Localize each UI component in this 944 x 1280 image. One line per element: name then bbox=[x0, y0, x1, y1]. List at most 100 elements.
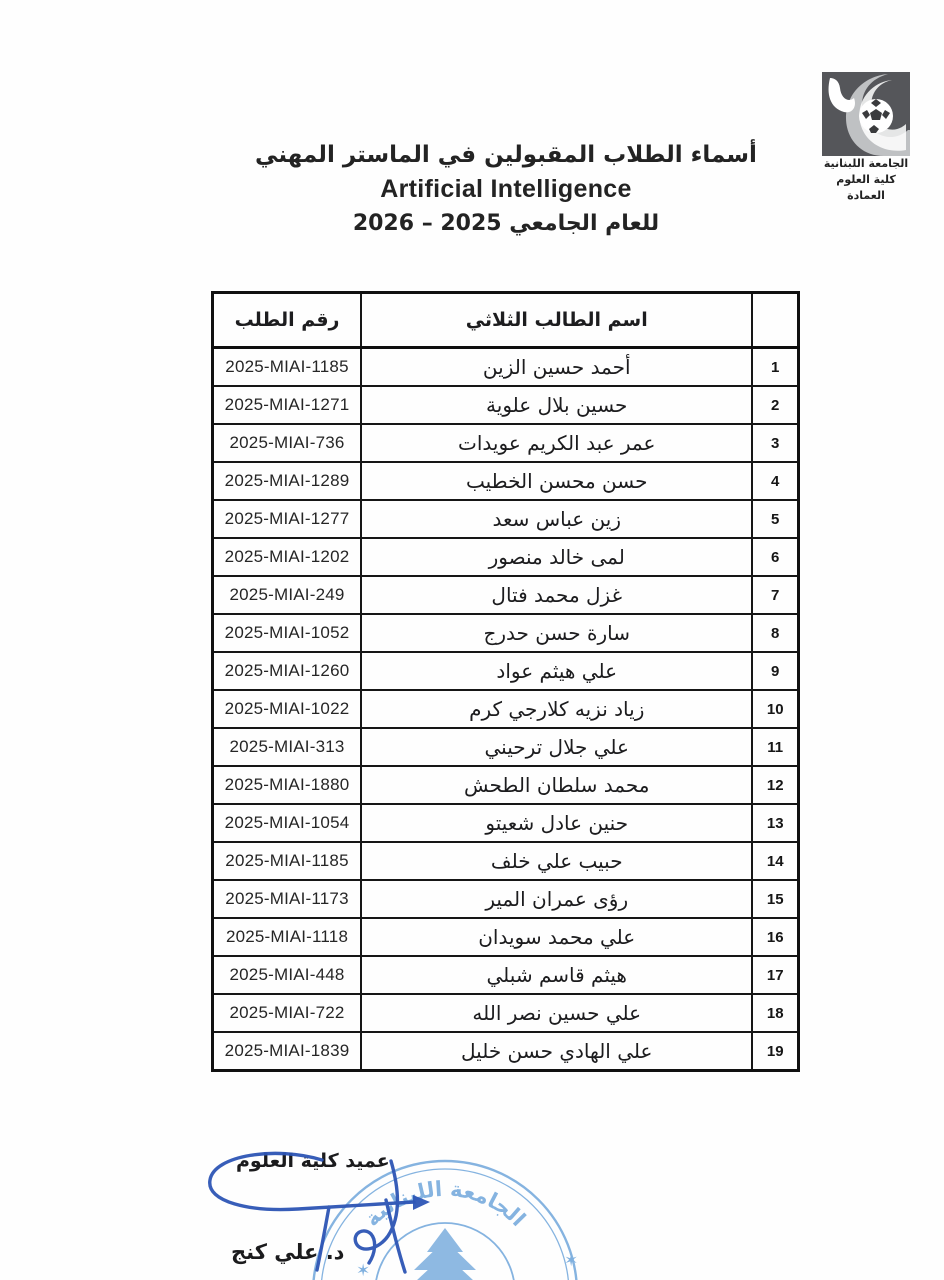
row-index: 9 bbox=[751, 651, 800, 691]
student-name: أحمد حسين الزين bbox=[360, 346, 754, 387]
table-row: 18 علي حسين نصر الله 2025-MIAI-722 bbox=[211, 993, 800, 1033]
student-name: حبيب علي خلف bbox=[360, 841, 754, 881]
table-row: 4 حسن محسن الخطيب 2025-MIAI-1289 bbox=[211, 461, 800, 501]
application-number: 2025-MIAI-1289 bbox=[211, 461, 363, 501]
row-index: 17 bbox=[751, 955, 800, 995]
svg-text:الجامعة اللبنانية: الجامعة اللبنانية bbox=[360, 1177, 530, 1231]
row-index: 2 bbox=[751, 385, 800, 425]
table-row: 10 زياد نزيه كلارجي كرم 2025-MIAI-1022 bbox=[211, 689, 800, 729]
cedar-tree-icon bbox=[414, 1228, 476, 1280]
row-index: 3 bbox=[751, 423, 800, 463]
table-row: 3 عمر عبد الكريم عويدات 2025-MIAI-736 bbox=[211, 423, 800, 463]
stamp-star-left-icon: ✶ bbox=[356, 1261, 370, 1280]
application-number: 2025-MIAI-1277 bbox=[211, 499, 363, 539]
row-index: 8 bbox=[751, 613, 800, 653]
logo-caption-university: الجامعة اللبنانية bbox=[823, 157, 909, 170]
university-logo-icon bbox=[822, 72, 910, 156]
table-row: 2 حسين بلال علوية 2025-MIAI-1271 bbox=[211, 385, 800, 425]
stamp-top-text: الجامعة اللبنانية bbox=[360, 1177, 528, 1231]
row-index: 5 bbox=[751, 499, 800, 539]
dean-name-text: د. علي كنج bbox=[231, 1240, 345, 1264]
student-name: علي الهادي حسن خليل bbox=[360, 1031, 754, 1072]
accepted-students-table: اسم الطالب الثلاثي رقم الطلب 1 أحمد حسين … bbox=[211, 291, 800, 1072]
application-number: 2025-MIAI-736 bbox=[211, 423, 363, 463]
student-name: حسين بلال علوية bbox=[360, 385, 754, 425]
row-index: 16 bbox=[751, 917, 800, 957]
header-application-number: رقم الطلب bbox=[211, 291, 363, 349]
student-name: زين عباس سعد bbox=[360, 499, 754, 539]
table-row: 14 حبيب علي خلف 2025-MIAI-1185 bbox=[211, 841, 800, 881]
student-name: سارة حسن حدرج bbox=[360, 613, 754, 653]
application-number: 2025-MIAI-1260 bbox=[211, 651, 363, 691]
table-row: 12 محمد سلطان الطحش 2025-MIAI-1880 bbox=[211, 765, 800, 805]
application-number: 2025-MIAI-1054 bbox=[211, 803, 363, 843]
row-index: 14 bbox=[751, 841, 800, 881]
application-number: 2025-MIAI-1839 bbox=[211, 1031, 363, 1072]
application-number: 2025-MIAI-448 bbox=[211, 955, 363, 995]
row-index: 10 bbox=[751, 689, 800, 729]
application-number: 2025-MIAI-1202 bbox=[211, 537, 363, 577]
table-row: 13 حنين عادل شعيتو 2025-MIAI-1054 bbox=[211, 803, 800, 843]
table-row: 9 علي هيثم عواد 2025-MIAI-1260 bbox=[211, 651, 800, 691]
student-name: محمد سلطان الطحش bbox=[360, 765, 754, 805]
table-row: 16 علي محمد سويدان 2025-MIAI-1118 bbox=[211, 917, 800, 957]
table-row: 19 علي الهادي حسن خليل 2025-MIAI-1839 bbox=[211, 1031, 800, 1072]
student-name: رؤى عمران المير bbox=[360, 879, 754, 919]
title-line-academic-year: للعام الجامعي 2025 – 2026 bbox=[352, 211, 660, 236]
row-index: 7 bbox=[751, 575, 800, 615]
stamp-star-right-icon: ✶ bbox=[564, 1251, 578, 1271]
application-number: 2025-MIAI-1173 bbox=[211, 879, 363, 919]
table-header-row: اسم الطالب الثلاثي رقم الطلب bbox=[211, 291, 800, 349]
table-row: 8 سارة حسن حدرج 2025-MIAI-1052 bbox=[211, 613, 800, 653]
application-number: 2025-MIAI-1271 bbox=[211, 385, 363, 425]
application-number: 2025-MIAI-1052 bbox=[211, 613, 363, 653]
table-row: 17 هيثم قاسم شبلي 2025-MIAI-448 bbox=[211, 955, 800, 995]
document-title-block: أسماء الطلاب المقبولين في الماستر المهني… bbox=[211, 142, 801, 236]
table-row: 1 أحمد حسين الزين 2025-MIAI-1185 bbox=[211, 346, 800, 387]
row-index: 6 bbox=[751, 537, 800, 577]
application-number: 2025-MIAI-1185 bbox=[211, 841, 363, 881]
student-name: علي جلال ترحيني bbox=[360, 727, 754, 767]
student-name: عمر عبد الكريم عويدات bbox=[360, 423, 754, 463]
application-number: 2025-MIAI-1880 bbox=[211, 765, 363, 805]
row-index: 19 bbox=[751, 1031, 800, 1072]
title-line-english: Artificial Intelligence bbox=[380, 175, 632, 203]
application-number: 2025-MIAI-1022 bbox=[211, 689, 363, 729]
application-number: 2025-MIAI-1185 bbox=[211, 346, 363, 387]
table-row: 6 لمى خالد منصور 2025-MIAI-1202 bbox=[211, 537, 800, 577]
university-stamp-icon bbox=[312, 1159, 578, 1280]
university-logo-block: الجامعة اللبنانية كلية العلوم العمادة bbox=[806, 72, 926, 204]
application-number: 2025-MIAI-1118 bbox=[211, 917, 363, 957]
student-name: علي هيثم عواد bbox=[360, 651, 754, 691]
row-index: 13 bbox=[751, 803, 800, 843]
application-number: 2025-MIAI-722 bbox=[211, 993, 363, 1033]
table-row: 11 علي جلال ترحيني 2025-MIAI-313 bbox=[211, 727, 800, 767]
student-name: غزل محمد فتال bbox=[360, 575, 754, 615]
student-name: حنين عادل شعيتو bbox=[360, 803, 754, 843]
row-index: 11 bbox=[751, 727, 800, 767]
student-name: حسن محسن الخطيب bbox=[360, 461, 754, 501]
dean-title-text: عميد كلية العلوم bbox=[236, 1150, 390, 1172]
title-line-arabic: أسماء الطلاب المقبولين في الماستر المهني bbox=[255, 142, 757, 168]
table-row: 7 غزل محمد فتال 2025-MIAI-249 bbox=[211, 575, 800, 615]
row-index: 18 bbox=[751, 993, 800, 1033]
logo-caption-deanship: العمادة bbox=[847, 188, 885, 202]
application-number: 2025-MIAI-313 bbox=[211, 727, 363, 767]
header-student-name: اسم الطالب الثلاثي bbox=[360, 291, 754, 349]
logo-caption-faculty: كلية العلوم bbox=[836, 172, 896, 186]
row-index: 1 bbox=[751, 346, 800, 387]
student-name: علي محمد سويدان bbox=[360, 917, 754, 957]
row-index: 12 bbox=[751, 765, 800, 805]
header-index bbox=[751, 291, 800, 349]
table-row: 5 زين عباس سعد 2025-MIAI-1277 bbox=[211, 499, 800, 539]
row-index: 15 bbox=[751, 879, 800, 919]
student-name: زياد نزيه كلارجي كرم bbox=[360, 689, 754, 729]
student-name: لمى خالد منصور bbox=[360, 537, 754, 577]
signature-arrowhead bbox=[413, 1195, 430, 1210]
student-name: هيثم قاسم شبلي bbox=[360, 955, 754, 995]
application-number: 2025-MIAI-249 bbox=[211, 575, 363, 615]
student-name: علي حسين نصر الله bbox=[360, 993, 754, 1033]
table-row: 15 رؤى عمران المير 2025-MIAI-1173 bbox=[211, 879, 800, 919]
row-index: 4 bbox=[751, 461, 800, 501]
